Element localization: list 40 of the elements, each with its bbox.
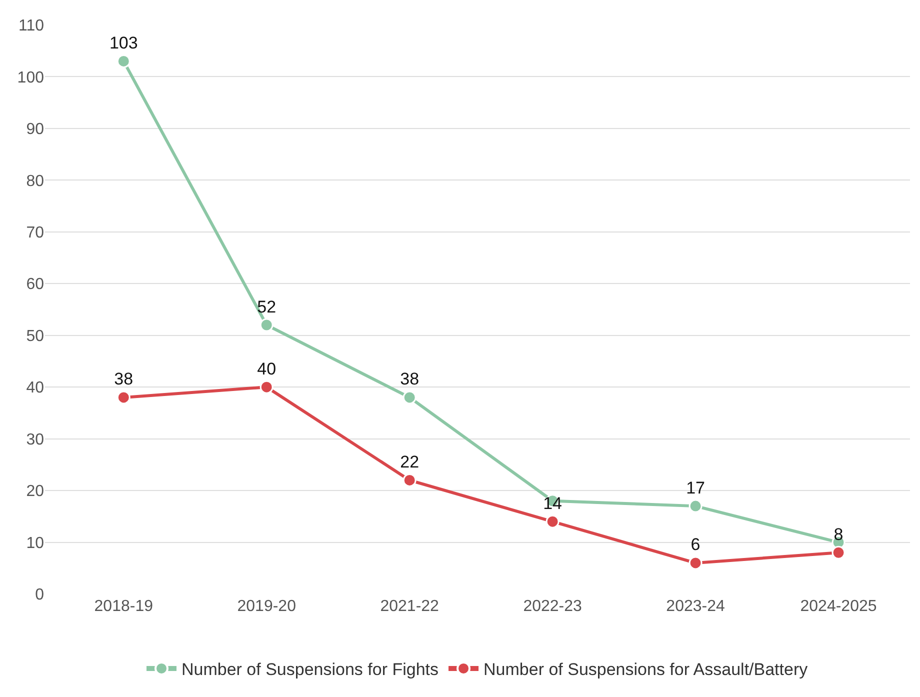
point: [688, 499, 702, 513]
y-tick-label: 30: [26, 431, 44, 448]
x-tick-label: 2019-20: [237, 598, 296, 615]
data-label: 6: [690, 535, 700, 554]
x-tick-label: 2018-19: [94, 598, 154, 615]
data-label: 52: [257, 297, 276, 316]
y-tick-label: 50: [26, 328, 44, 345]
point: [260, 380, 274, 394]
point: [116, 390, 130, 404]
point: [402, 473, 416, 487]
legend-label: Number of Suspensions for Assault/Battery: [484, 660, 808, 680]
x-tick-label: 2023-24: [666, 598, 725, 615]
data-label: 40: [257, 359, 276, 378]
y-tick-label: 100: [17, 69, 44, 86]
point: [688, 556, 702, 570]
y-tick-label: 40: [26, 380, 44, 397]
point: [546, 514, 560, 528]
y-tick-label: 70: [26, 224, 44, 242]
data-label: 103: [109, 33, 138, 52]
data-label: 8: [834, 524, 844, 544]
y-tick-label: 80: [26, 172, 44, 190]
y-tick-label: 110: [18, 18, 44, 35]
x-tick-label: 2021-22: [380, 598, 440, 615]
data-label: 14: [543, 494, 562, 513]
x-tick-label: 2022-23: [523, 598, 582, 615]
data-label: 17: [686, 478, 705, 498]
point: [116, 54, 130, 68]
y-tick-label: 10: [26, 534, 44, 552]
y-tick-label: 60: [26, 276, 44, 294]
data-label: 38: [400, 370, 420, 389]
data-label: 22: [400, 452, 420, 472]
legend-label: Number of Suspensions for Fights: [182, 660, 439, 680]
y-tick-label: 20: [26, 483, 44, 500]
x-tick-label: 2024-2025: [800, 598, 877, 615]
point: [402, 390, 416, 404]
point: [260, 318, 274, 332]
data-label: 38: [114, 370, 134, 389]
y-tick-label: 0: [35, 586, 44, 604]
point: [832, 546, 846, 560]
y-tick-label: 90: [26, 121, 44, 138]
